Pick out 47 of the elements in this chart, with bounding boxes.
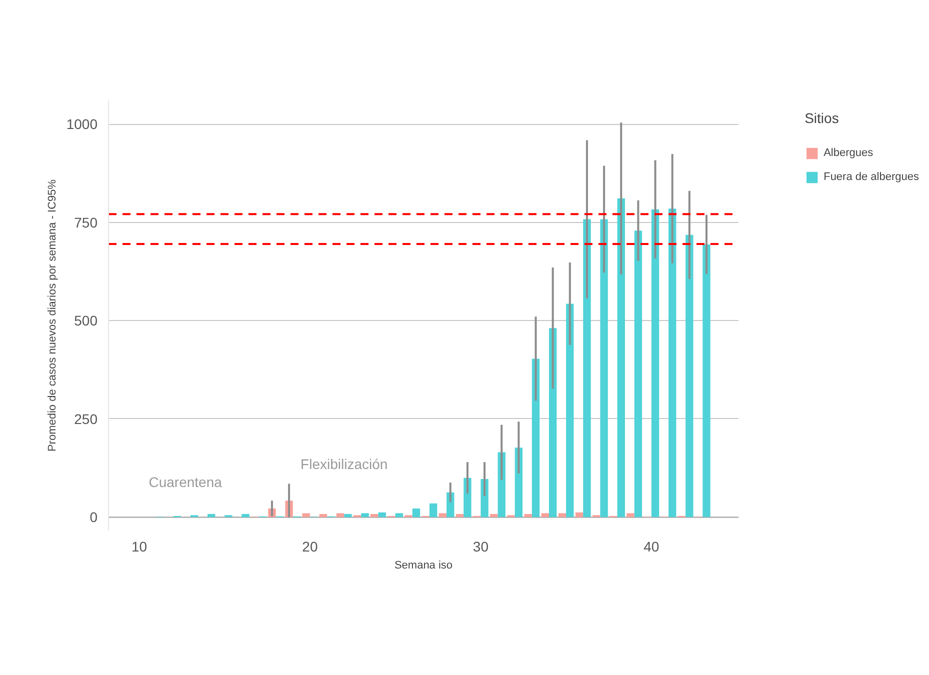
bar <box>532 358 540 518</box>
legend-label: Fuera de albergues <box>824 171 919 183</box>
bar <box>634 230 642 518</box>
bar <box>583 219 591 518</box>
bar <box>242 514 250 518</box>
bar <box>378 512 386 518</box>
y-tick-label: 500 <box>74 312 98 329</box>
bar <box>566 304 574 518</box>
bar <box>336 513 344 518</box>
y-tick-label: 250 <box>74 410 98 427</box>
bar <box>490 514 498 518</box>
x-tick-label: 10 <box>131 538 148 554</box>
bar <box>395 513 404 518</box>
bar <box>626 513 634 518</box>
bar <box>319 514 328 518</box>
bar <box>524 514 532 518</box>
bar <box>344 514 352 518</box>
bar <box>456 514 464 518</box>
bar <box>429 503 438 518</box>
annotation: Flexibilización <box>300 456 388 472</box>
bar <box>302 513 310 518</box>
y-axis-title: Promedio de casos nuevos diarios por semana - IC95% <box>46 179 58 452</box>
bar <box>361 513 369 518</box>
bar <box>686 234 694 518</box>
x-tick-label: 40 <box>644 538 660 554</box>
x-axis-title: Semana iso <box>394 560 453 572</box>
bar <box>208 514 216 518</box>
bar <box>412 508 420 518</box>
bar <box>558 513 566 518</box>
bar <box>702 244 710 518</box>
bar <box>575 512 584 518</box>
bar <box>370 514 378 518</box>
bar <box>600 219 608 518</box>
y-tick-label: 0 <box>90 509 98 526</box>
bar <box>617 198 625 518</box>
bar <box>668 208 676 518</box>
bar <box>438 513 447 518</box>
legend-title: Sitios <box>804 110 840 126</box>
legend-label: Albergues <box>824 147 874 159</box>
x-tick-label: 30 <box>472 538 489 554</box>
y-tick-label: 750 <box>74 214 98 230</box>
x-tick-label: 20 <box>302 538 318 554</box>
y-tick-label: 1000 <box>66 116 98 132</box>
annotation: Cuarentena <box>148 474 222 490</box>
bar <box>541 513 549 518</box>
bar <box>651 209 660 518</box>
bar <box>464 478 472 518</box>
